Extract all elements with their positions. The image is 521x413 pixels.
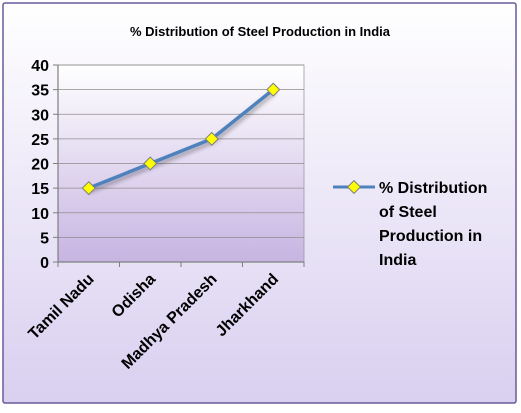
- series-line: [87, 87, 275, 190]
- data-point-marker: [204, 131, 219, 146]
- chart-title: % Distribution of Steel Production in In…: [130, 24, 391, 39]
- y-tick-label: 35: [31, 83, 49, 100]
- data-point-marker: [81, 181, 96, 196]
- y-tick-label: 30: [31, 107, 49, 124]
- legend-label: % Distribution of Steel Production in India: [379, 180, 487, 269]
- legend-marker-swatch: [346, 179, 362, 195]
- axes: [53, 64, 305, 267]
- y-tick-label: 10: [31, 206, 49, 223]
- y-tick-label: 15: [31, 181, 49, 198]
- y-tick-label: 40: [31, 58, 49, 75]
- data-point-marker: [266, 82, 281, 97]
- series-group: [81, 82, 281, 196]
- y-tick-label: 0: [40, 255, 49, 272]
- grid-lines: [58, 64, 304, 238]
- legend: % Distribution of Steel Production in India: [333, 179, 487, 269]
- y-tick-labels: 0 5 10 15 20 25 30 35 40: [31, 58, 49, 272]
- y-tick-label: 5: [40, 230, 49, 247]
- y-tick-label: 25: [31, 132, 49, 149]
- data-point-marker: [143, 156, 158, 171]
- y-tick-label: 20: [31, 157, 49, 174]
